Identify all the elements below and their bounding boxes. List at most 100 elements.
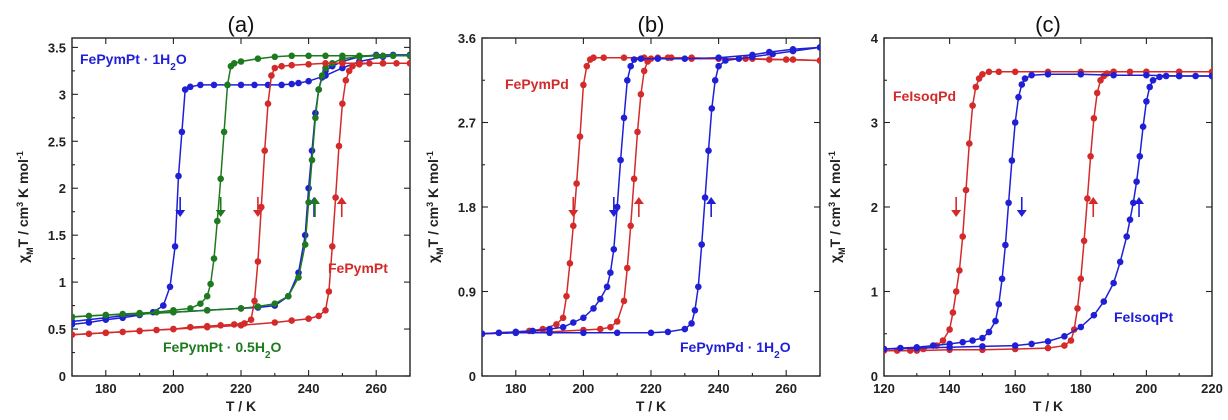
data-point <box>301 231 309 239</box>
data-point <box>166 283 174 291</box>
data-point <box>597 325 604 333</box>
data-point <box>1011 119 1019 126</box>
data-point <box>1192 72 1199 80</box>
x-tick-label: 180 <box>95 381 117 396</box>
data-point <box>979 343 986 350</box>
data-point <box>210 255 218 262</box>
data-point <box>325 288 333 295</box>
data-point <box>949 309 957 316</box>
series-fepympt-1h2o <box>72 51 410 328</box>
panel-label: (a) <box>228 12 255 37</box>
data-point <box>570 222 577 230</box>
data-point <box>1123 233 1130 240</box>
data-point <box>722 57 729 64</box>
data-point <box>563 292 570 300</box>
data-point <box>389 52 397 60</box>
data-point <box>617 156 624 164</box>
y-tick-label: 2 <box>59 181 66 196</box>
data-point <box>312 114 319 122</box>
data-point <box>254 55 262 62</box>
data-point <box>482 330 486 338</box>
data-point <box>187 305 194 312</box>
data-point <box>335 142 343 150</box>
data-point <box>1011 342 1019 349</box>
data-point <box>315 86 323 93</box>
data-point <box>1044 344 1052 352</box>
data-point <box>406 52 410 60</box>
y-tick-label: 3.5 <box>48 40 66 55</box>
series-label: FePymPt · 0.5H2O <box>163 339 282 361</box>
data-point <box>1077 275 1085 283</box>
data-point <box>197 300 204 308</box>
data-point <box>1028 340 1035 348</box>
data-point <box>654 55 662 62</box>
data-point <box>580 329 587 337</box>
data-point <box>288 61 296 69</box>
data-point <box>1175 72 1183 80</box>
chart-panel-3: 120 140 160 180 200 220 0 1 2 3 4 (c) T / K χMT / cm3… <box>827 12 1223 414</box>
data-point <box>136 310 143 318</box>
data-point <box>570 319 577 326</box>
data-point <box>217 322 224 329</box>
arrow-head-icon <box>309 197 320 204</box>
data-point <box>913 344 921 352</box>
data-point <box>979 334 986 342</box>
data-point <box>366 60 373 67</box>
y-tick-label: 3 <box>871 116 878 131</box>
data-point <box>1077 71 1085 78</box>
data-point <box>769 50 776 58</box>
data-point <box>170 325 177 333</box>
y-tick-label: 0 <box>59 369 66 384</box>
data-point <box>586 56 594 63</box>
data-point <box>160 302 167 309</box>
data-point <box>1074 305 1081 312</box>
y-axis-title: χMT / cm3 K mol-1 <box>425 151 445 263</box>
data-point <box>175 172 182 180</box>
data-point <box>992 317 999 325</box>
data-point <box>227 62 235 70</box>
y-tick-label: 2.7 <box>458 116 476 131</box>
data-point <box>203 292 211 300</box>
data-point <box>261 147 269 154</box>
data-point <box>1136 153 1144 160</box>
data-point <box>695 283 702 291</box>
data-point <box>278 81 285 89</box>
data-point <box>634 128 641 136</box>
data-point <box>1077 323 1085 331</box>
data-point <box>271 319 279 326</box>
data-point <box>372 52 380 60</box>
data-point <box>969 337 976 344</box>
data-point <box>203 307 211 314</box>
data-point <box>207 280 214 288</box>
y-tick-label: 2 <box>871 200 878 215</box>
data-point <box>610 246 618 253</box>
arrow-head-icon <box>608 210 619 217</box>
series-fepympt <box>72 60 410 338</box>
data-point <box>1084 195 1091 202</box>
data-point <box>735 55 743 62</box>
data-point <box>749 53 756 61</box>
data-point <box>1061 333 1068 340</box>
arrow-head-icon <box>215 210 226 217</box>
data-point <box>264 100 272 107</box>
series-label: FeIsoqPd <box>893 88 956 104</box>
data-point <box>1208 72 1212 80</box>
y-tick-label: 0.9 <box>458 285 476 300</box>
x-tick-label: 180 <box>505 381 527 396</box>
series-line-cooling <box>482 56 820 335</box>
data-point <box>315 312 323 320</box>
data-point <box>224 81 231 89</box>
data-point <box>624 264 631 272</box>
data-point <box>203 323 211 331</box>
data-point <box>288 317 296 324</box>
x-tick-label: 220 <box>1201 381 1223 396</box>
data-point <box>972 83 980 91</box>
data-point <box>322 64 329 72</box>
data-point <box>1133 178 1140 185</box>
data-point <box>603 283 611 291</box>
data-point <box>187 83 194 91</box>
x-axis-title: T / K <box>226 398 256 414</box>
x-tick-label: 240 <box>708 381 730 396</box>
data-point <box>782 56 790 63</box>
data-point <box>952 288 960 295</box>
